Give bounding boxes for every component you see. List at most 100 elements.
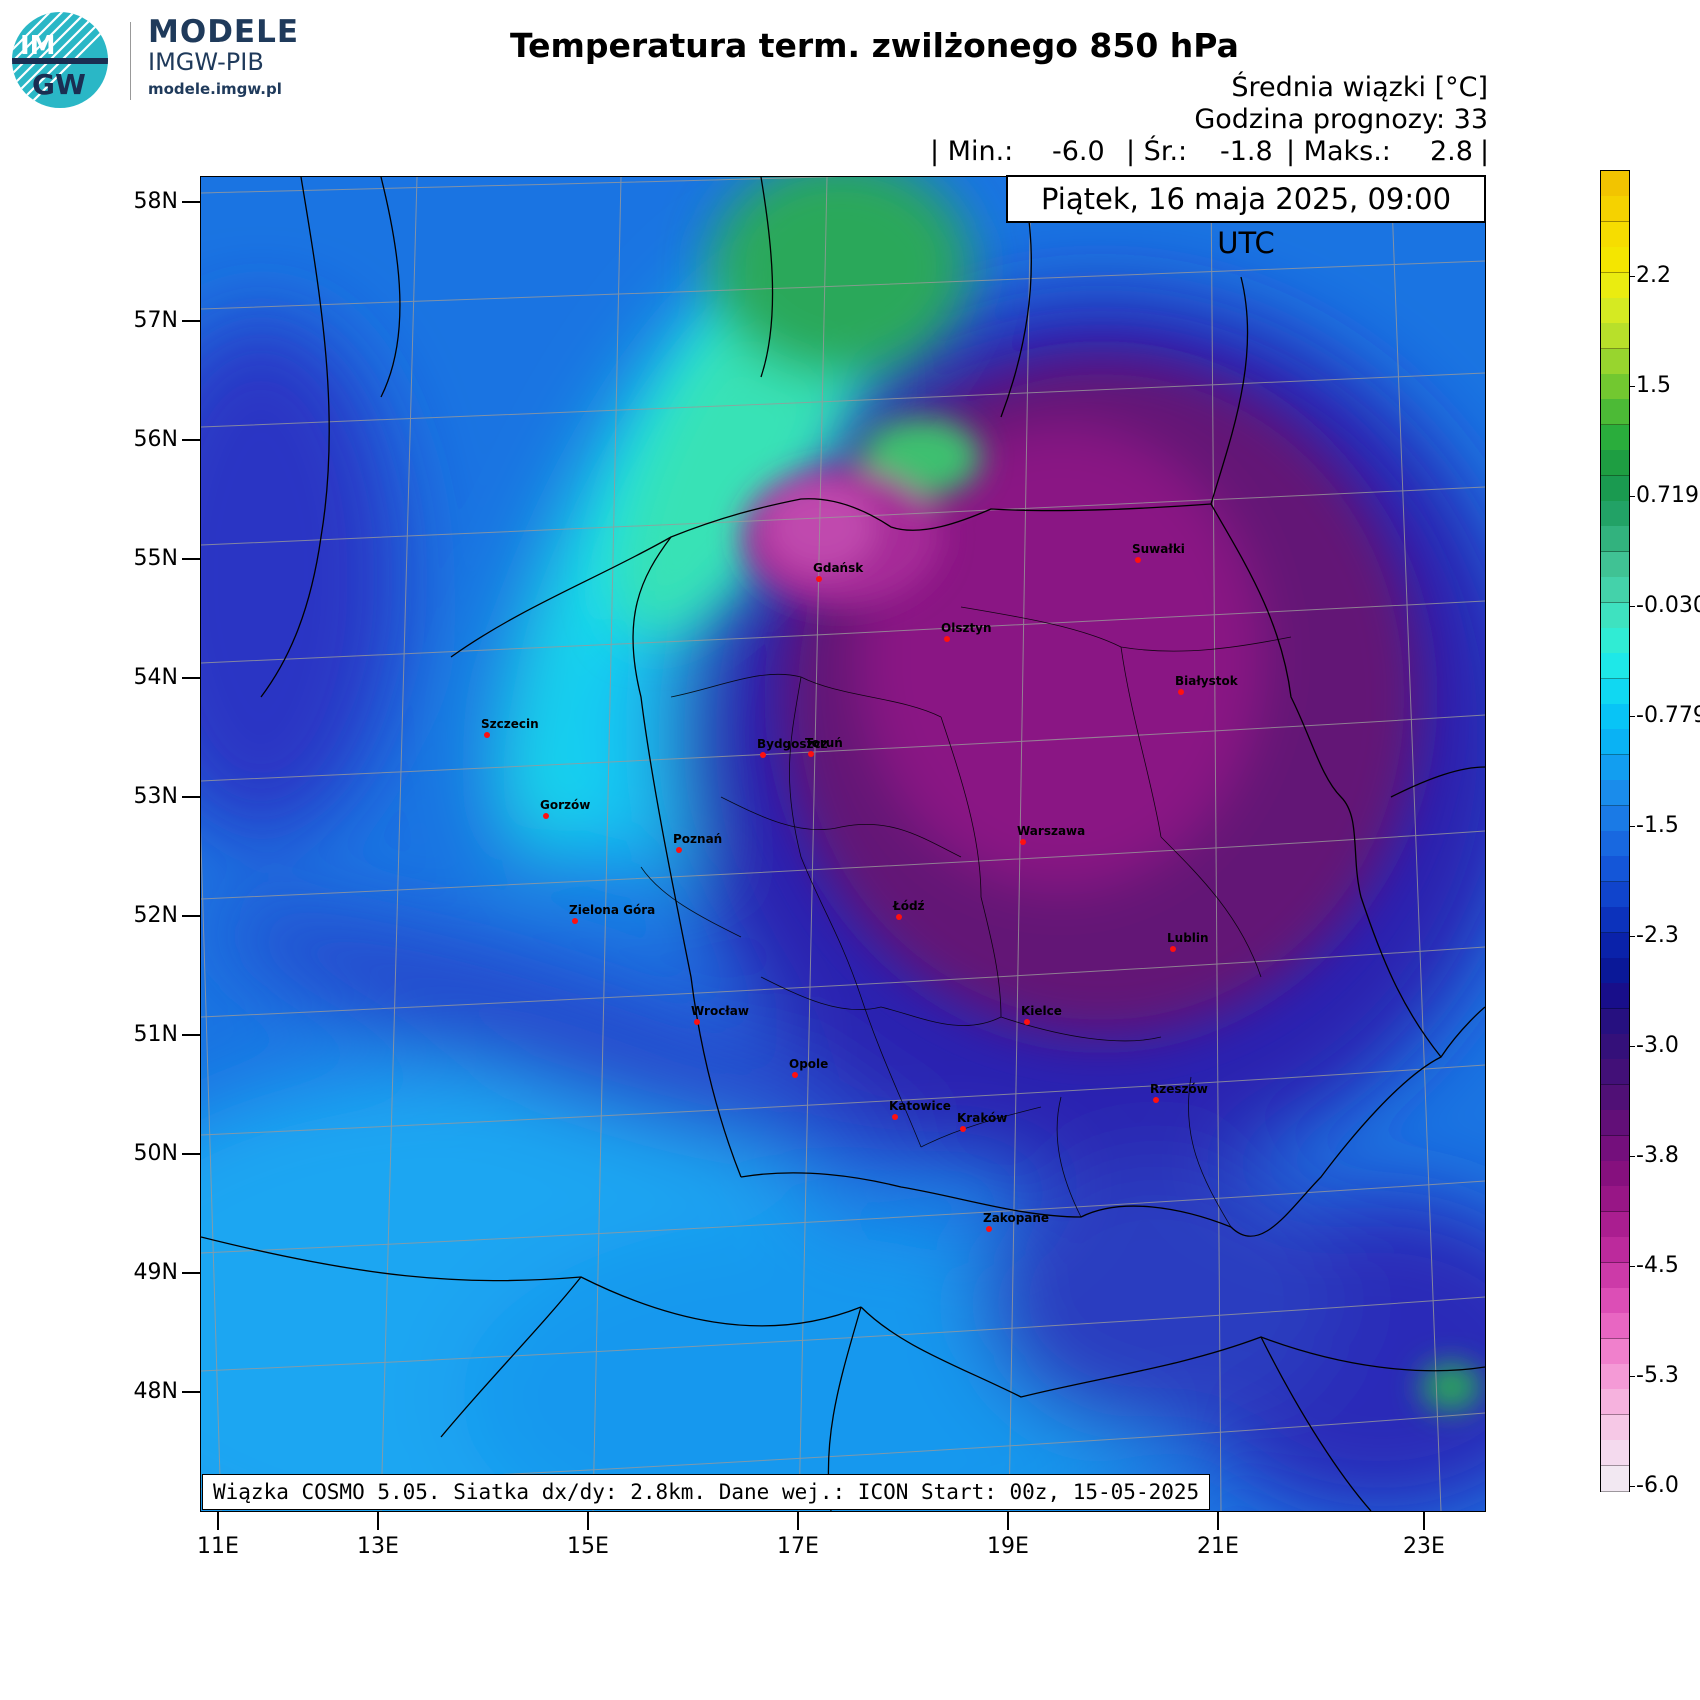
city-marker <box>1020 839 1026 845</box>
colorbar-segment <box>1601 1008 1629 1035</box>
city-marker <box>1135 557 1141 563</box>
colorbar-segment <box>1601 221 1629 248</box>
lon-tick <box>797 1512 799 1530</box>
city-marker <box>792 1072 798 1078</box>
lat-tick <box>182 439 200 441</box>
lat-label: 56N <box>133 427 178 452</box>
stats-max-label: | Maks.: <box>1286 136 1391 167</box>
colorbar-label: -2.3 <box>1636 923 1679 948</box>
colorbar-segment <box>1601 983 1629 1010</box>
colorbar-segment <box>1601 1237 1629 1264</box>
lat-label: 55N <box>133 546 178 571</box>
city-label: Opole <box>789 1057 829 1071</box>
city-marker <box>760 752 766 758</box>
colorbar-segment <box>1601 1262 1629 1289</box>
colorbar-label: 1.5 <box>1636 373 1671 398</box>
colorbar-segment <box>1601 704 1629 731</box>
lon-label: 11E <box>197 1534 239 1559</box>
colorbar-tick <box>1629 1376 1635 1377</box>
lat-label: 48N <box>133 1379 178 1404</box>
lon-tick <box>587 1512 589 1530</box>
colorbar-segment <box>1601 1135 1629 1162</box>
brand-org: IMGW-PIB <box>148 48 264 76</box>
city-marker <box>986 1226 992 1232</box>
colorbar-tick <box>1629 276 1635 277</box>
city-label: Olsztyn <box>941 621 992 635</box>
city-label: Gorzów <box>540 798 591 812</box>
city-marker <box>484 732 490 738</box>
colorbar-segment <box>1601 475 1629 502</box>
colorbar-tick <box>1629 1266 1635 1267</box>
colorbar-label: -0.779 <box>1636 703 1700 728</box>
colorbar-tick <box>1629 1046 1635 1047</box>
city-label: Szczecin <box>481 717 539 731</box>
map-subtitle-units: Średnia wiązki [°C] <box>1231 72 1488 103</box>
lon-label: 21E <box>1197 1534 1239 1559</box>
lat-label: 54N <box>133 665 178 690</box>
lat-tick <box>182 1391 200 1393</box>
lat-tick <box>182 796 200 798</box>
lon-label: 23E <box>1403 1534 1445 1559</box>
forecast-hour: Godzina prognozy: 33 <box>1194 104 1488 135</box>
colorbar-segment <box>1601 627 1629 654</box>
colorbar-segment <box>1601 856 1629 883</box>
lat-label: 50N <box>133 1141 178 1166</box>
lon-label: 15E <box>567 1534 609 1559</box>
colorbar-segment <box>1601 1059 1629 1086</box>
stats-mean-label: | Śr.: <box>1126 136 1188 167</box>
colorbar-segment <box>1601 1186 1629 1213</box>
lat-label: 49N <box>133 1260 178 1285</box>
colorbar-segment <box>1601 1034 1629 1061</box>
map-title: Temperatura term. zwilżonego 850 hPa <box>510 26 1239 65</box>
lat-label: 52N <box>133 903 178 928</box>
stats-min-label: | Min.: <box>930 136 1014 167</box>
city-label: Wrocław <box>691 1004 749 1018</box>
city-label: Suwałki <box>1132 542 1185 556</box>
colorbar-tick <box>1629 826 1635 827</box>
colorbar-segment <box>1601 729 1629 756</box>
imgw-logo: IM GW <box>12 12 108 108</box>
colorbar-segment <box>1601 424 1629 451</box>
colorbar-label: 0.719 <box>1636 483 1699 508</box>
city-label: Łódź <box>893 899 925 913</box>
colorbar-tick <box>1629 1156 1635 1157</box>
city-label: Zakopane <box>983 1211 1050 1225</box>
colorbar-label: -6.0 <box>1636 1473 1679 1498</box>
colorbar-segment <box>1601 374 1629 401</box>
colorbar-segment <box>1601 1389 1629 1416</box>
colorbar <box>1600 170 1630 1492</box>
lat-tick <box>182 201 200 203</box>
city-marker <box>892 1114 898 1120</box>
colorbar-segment <box>1601 450 1629 477</box>
colorbar-segment <box>1601 805 1629 832</box>
city-label: Lublin <box>1167 931 1209 945</box>
lat-tick <box>182 1272 200 1274</box>
colorbar-segment <box>1601 526 1629 553</box>
city-marker <box>676 847 682 853</box>
logo-top-text: IM <box>20 31 56 61</box>
logo-divider <box>130 22 131 100</box>
stats-mean-value: -1.8 <box>1220 136 1273 167</box>
colorbar-segment <box>1601 323 1629 350</box>
lat-label: 57N <box>133 308 178 333</box>
city-label: Gdańsk <box>813 561 864 575</box>
colorbar-segment <box>1601 348 1629 375</box>
colorbar-segment <box>1601 831 1629 857</box>
colorbar-segment <box>1601 272 1629 299</box>
lon-tick <box>1423 1512 1425 1530</box>
colorbar-tick <box>1629 1486 1635 1487</box>
lat-label: 53N <box>133 784 178 809</box>
city-marker <box>960 1126 966 1132</box>
city-marker <box>896 914 902 920</box>
lat-label: 51N <box>133 1022 178 1047</box>
city-marker <box>816 576 822 582</box>
colorbar-segment <box>1601 602 1629 629</box>
lon-label: 17E <box>777 1534 819 1559</box>
lat-tick <box>182 320 200 322</box>
colorbar-segment <box>1601 171 1629 197</box>
colorbar-tick <box>1629 496 1635 497</box>
colorbar-segment <box>1601 1414 1629 1441</box>
lat-tick <box>182 1034 200 1036</box>
brand-url[interactable]: modele.imgw.pl <box>148 80 282 98</box>
colorbar-segment <box>1601 1161 1629 1187</box>
